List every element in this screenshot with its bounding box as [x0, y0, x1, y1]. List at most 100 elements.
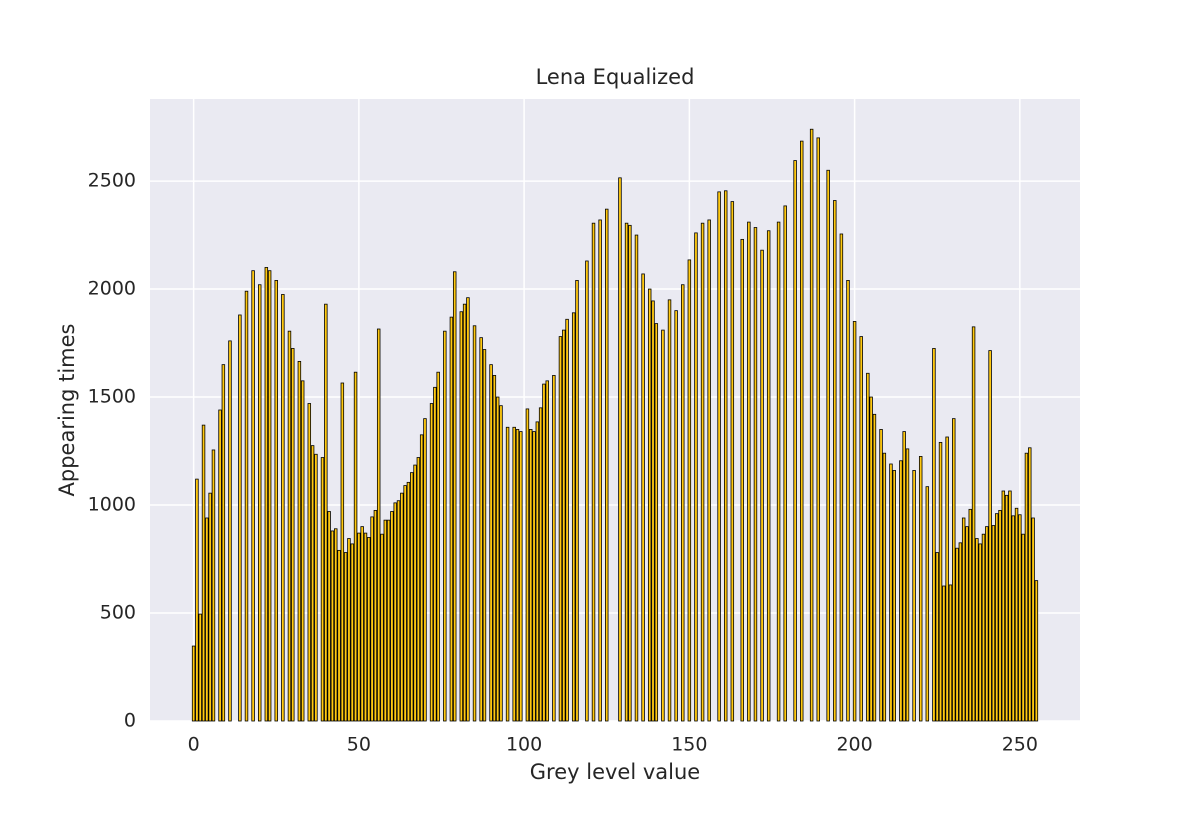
bar	[462, 303, 467, 722]
bar	[998, 510, 1002, 722]
bar	[952, 418, 956, 722]
bar	[334, 528, 338, 722]
bar	[552, 375, 556, 722]
bar	[287, 330, 292, 722]
bar	[413, 464, 417, 722]
bar	[985, 526, 989, 722]
bar	[340, 382, 345, 722]
bar	[238, 314, 242, 722]
bar	[605, 208, 609, 722]
bar	[694, 232, 698, 722]
bar	[406, 481, 411, 722]
bar	[1021, 533, 1025, 722]
bar	[925, 486, 930, 722]
bar	[211, 449, 216, 722]
bar	[1024, 452, 1029, 722]
bar	[717, 191, 721, 722]
bar	[965, 526, 969, 722]
bar	[291, 348, 295, 722]
bar	[327, 511, 331, 722]
bar	[892, 470, 896, 722]
bar	[866, 372, 870, 722]
bar	[598, 219, 602, 722]
bar	[958, 542, 963, 722]
bar	[1011, 515, 1015, 722]
bar	[419, 434, 424, 722]
bar	[945, 436, 949, 722]
bar	[753, 227, 758, 722]
bar	[535, 421, 540, 722]
bar	[347, 538, 351, 722]
y-tick-label: 2500	[88, 170, 136, 192]
bar	[1031, 517, 1035, 722]
bar	[195, 478, 199, 722]
bar	[360, 526, 364, 722]
bar	[955, 547, 959, 722]
bar	[525, 408, 530, 722]
bar	[353, 371, 358, 722]
bar	[343, 552, 348, 722]
y-tick-label: 0	[124, 710, 136, 732]
bar	[208, 492, 212, 722]
y-tick-label: 1500	[88, 386, 136, 408]
bar	[386, 519, 391, 722]
bar	[618, 177, 622, 722]
x-tick-label: 100	[506, 734, 542, 756]
bar	[667, 299, 672, 722]
bar	[988, 350, 992, 722]
bar	[687, 259, 692, 722]
bar	[393, 502, 397, 722]
bar	[654, 323, 659, 722]
bar	[760, 249, 764, 722]
bar	[558, 336, 563, 722]
bar	[879, 429, 883, 722]
bar	[674, 310, 678, 722]
bar	[373, 510, 378, 722]
bar	[310, 445, 315, 722]
bar	[264, 267, 269, 722]
bar	[367, 537, 371, 722]
bar	[591, 222, 596, 722]
y-tick-label: 500	[100, 602, 136, 624]
bar	[730, 201, 735, 722]
bar	[532, 431, 536, 722]
bar	[1014, 507, 1019, 722]
bar	[991, 525, 996, 722]
bar	[370, 516, 374, 722]
x-tick-label: 250	[1002, 734, 1038, 756]
bar	[1034, 580, 1039, 722]
bar	[707, 219, 711, 722]
bar	[562, 329, 566, 722]
bar	[766, 230, 771, 722]
bar	[661, 329, 665, 722]
bar	[839, 233, 844, 722]
bar	[681, 284, 685, 722]
bar	[198, 613, 202, 722]
bar	[383, 519, 388, 722]
bar	[396, 500, 401, 722]
bar	[740, 238, 744, 722]
bar	[994, 513, 999, 722]
bar	[575, 280, 579, 722]
bar	[1028, 447, 1032, 722]
bar	[968, 508, 972, 722]
bar	[519, 431, 523, 722]
bar	[410, 472, 414, 722]
bar	[390, 511, 394, 722]
bar	[281, 294, 285, 722]
bar	[826, 169, 830, 722]
bar	[700, 222, 705, 722]
bar	[529, 429, 533, 722]
bar	[258, 284, 262, 722]
bar	[905, 448, 910, 722]
bar	[935, 552, 939, 722]
plot-area	[150, 99, 1080, 721]
bar	[975, 538, 979, 722]
bar	[628, 224, 632, 722]
y-tick-label: 1000	[88, 494, 136, 516]
bar	[363, 532, 368, 722]
bar	[1004, 494, 1009, 722]
bar	[466, 297, 470, 722]
bar	[723, 190, 728, 722]
